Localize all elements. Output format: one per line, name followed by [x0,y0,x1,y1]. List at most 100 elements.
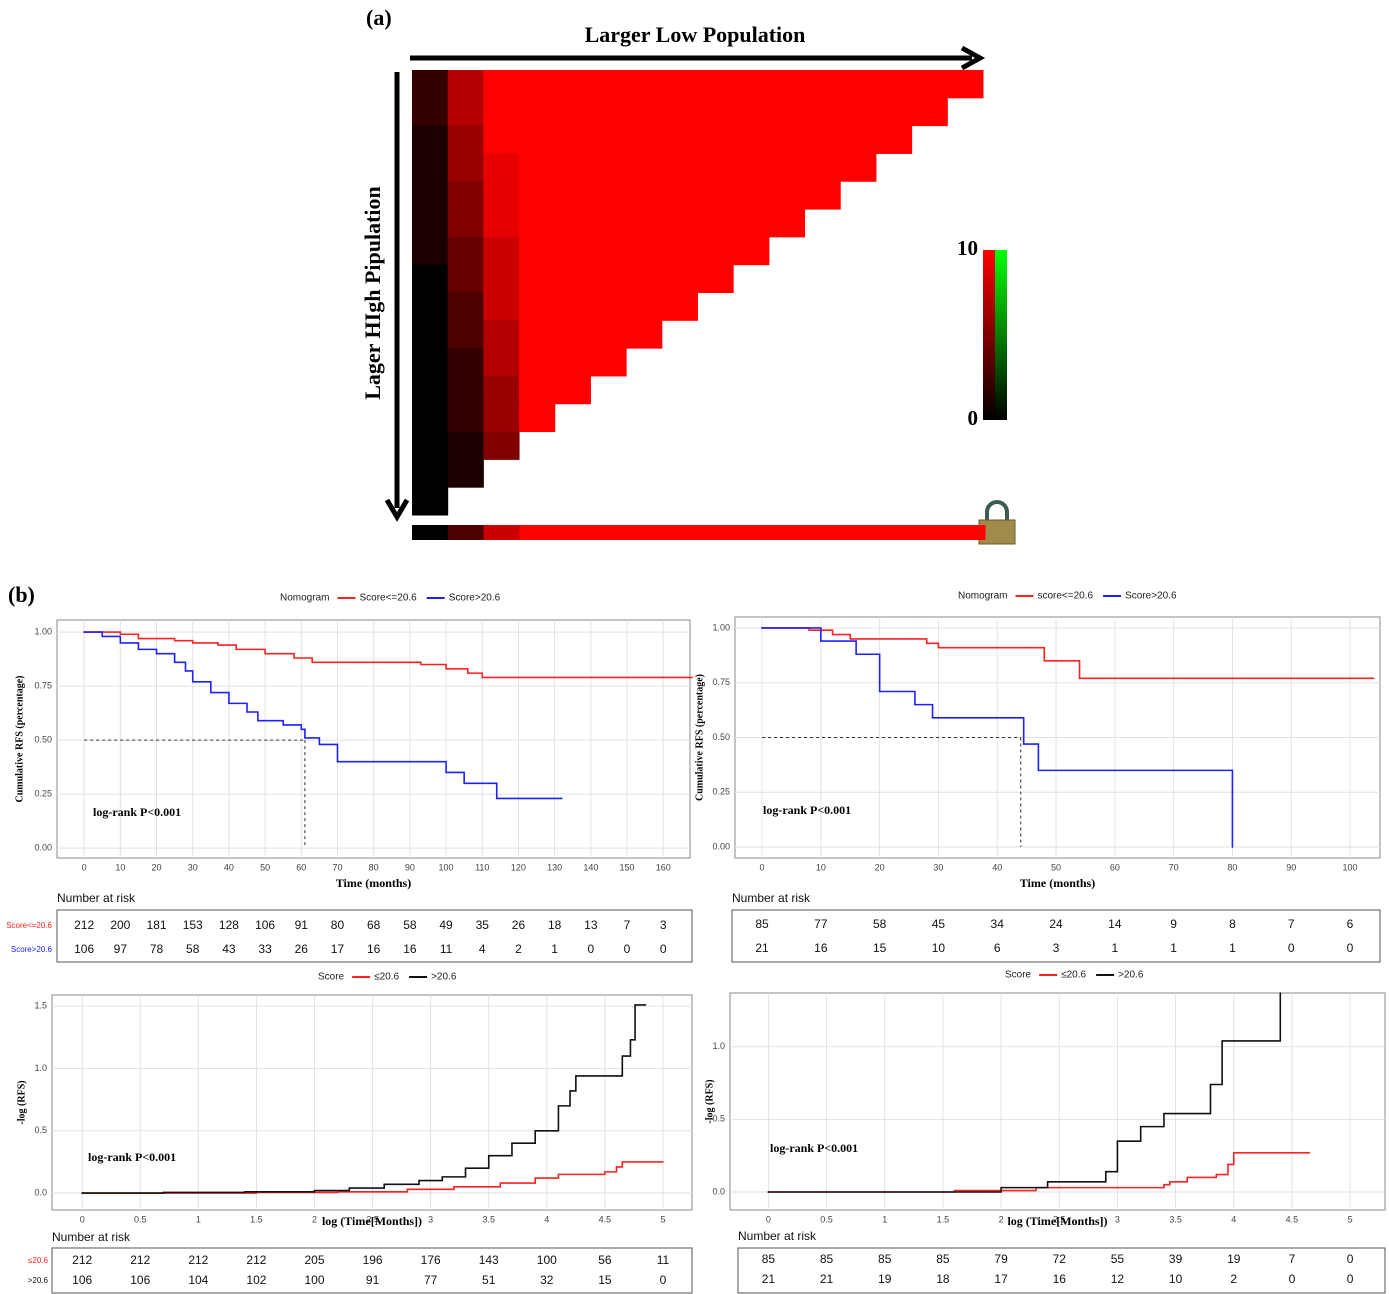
risk-table-title: Number at risk [738,1229,817,1243]
risk-value: 16 [403,942,417,956]
heat-cell [697,70,734,99]
risk-value: 85 [755,917,769,931]
legend-title: Nomogram [958,591,1007,602]
y-arrow-head [384,498,410,522]
step-segment [1025,646,1046,662]
strip-cell [698,525,735,540]
legend-label: score<=20.6 [1037,591,1093,602]
heat-cell [733,209,770,238]
heat-cell [661,292,698,321]
step-segment [557,1090,571,1107]
heat-cell [554,264,591,293]
y-tick-label: 0.75 [712,677,730,687]
step-segment [1227,1151,1235,1166]
heat-cell [483,181,520,210]
risk-value: 14 [1108,917,1122,931]
x-tick-label: 60 [296,862,306,872]
risk-value: 196 [363,1253,383,1267]
risk-value: 77 [424,1273,438,1287]
strip-cell [447,525,485,540]
risk-value: 10 [1169,1272,1183,1286]
risk-value: 43 [222,942,236,956]
x-tick-label: 3 [428,1214,433,1224]
risk-value: 212 [74,918,94,932]
step-segment [1104,1140,1119,1173]
strip-cell [626,525,664,540]
strip-cell [841,525,879,540]
risk-value: 1 [1229,941,1236,955]
x-tick-label: 0 [766,1214,771,1224]
risk-value: 106 [74,942,94,956]
legend-label: Score>20.6 [1125,591,1177,602]
heat-cell [626,70,663,99]
panel-label: (b) [8,582,35,607]
heat-cell [412,97,449,127]
risk-value: 7 [1289,1252,1296,1266]
risk-value: 104 [188,1273,208,1287]
risk-value: 128 [219,918,239,932]
heat-cell [697,264,734,293]
strip-cell [770,525,807,540]
risk-value: 24 [1049,917,1063,931]
heat-cell [661,264,698,293]
y-axis-title: Lager HIgh Pipulation [360,186,385,400]
step-segment [184,670,194,683]
risk-value: 19 [878,1272,892,1286]
step-segment [445,771,465,785]
risk-value: 0 [1289,1272,1296,1286]
heat-cell [519,403,556,433]
risk-value: 21 [820,1272,834,1286]
step-segment [418,1176,444,1182]
x-tick-label: 2.5 [366,1214,379,1224]
heat-cell [554,70,591,99]
x-tick-label: 20 [152,862,162,872]
heat-cell [412,264,449,293]
heat-cell [590,97,627,127]
risk-value: 1 [551,942,558,956]
x-tick-label: 0 [760,862,765,872]
risk-value: 72 [1053,1252,1067,1266]
x-tick-label: 140 [583,862,598,872]
colorbar-tick-label: 10 [957,236,978,260]
y-tick-label: 0.0 [712,1186,725,1196]
heat-cell [733,70,770,99]
x-tick-label: 0 [82,862,87,872]
x-tick-label: 3.5 [482,1214,495,1224]
heat-cell [590,348,627,377]
risk-value: 0 [1347,1272,1354,1286]
risk-value: 200 [110,918,130,932]
x-tick-label: 100 [1342,862,1357,872]
risk-value: 100 [537,1253,557,1267]
risk-value: 45 [932,917,946,931]
step-segment [557,1171,606,1176]
heat-cell [733,153,770,182]
step-segment [191,680,212,694]
step-segment [1221,992,1282,1042]
risk-value: 181 [147,918,167,932]
risk-value: 3 [660,918,667,932]
step-segment [621,1039,632,1057]
risk-value: 0 [660,1273,667,1287]
heat-cell [447,70,484,99]
heat-cell [412,181,449,210]
x-tick-label: 4 [1231,1214,1236,1224]
heat-cell [768,70,806,99]
step-segment [569,1075,577,1092]
heat-cell [947,70,984,99]
risk-row-name: Score>20.6 [11,945,53,954]
x-tick-label: 160 [656,862,671,872]
x-axis-title: log (Time[Months]) [1007,1214,1107,1228]
y-tick-label: 1.00 [712,622,730,632]
risk-value: 26 [512,918,526,932]
heat-cell [804,97,841,127]
step-segment [878,690,916,706]
heat-cell [483,320,520,349]
risk-value: 97 [114,942,128,956]
risk-value: 7 [624,918,631,932]
heat-cell [447,459,484,488]
heat-cell [412,348,449,377]
y-tick-label: 1.5 [34,1001,47,1011]
heat-cell [483,125,520,154]
heat-cell [483,70,520,99]
